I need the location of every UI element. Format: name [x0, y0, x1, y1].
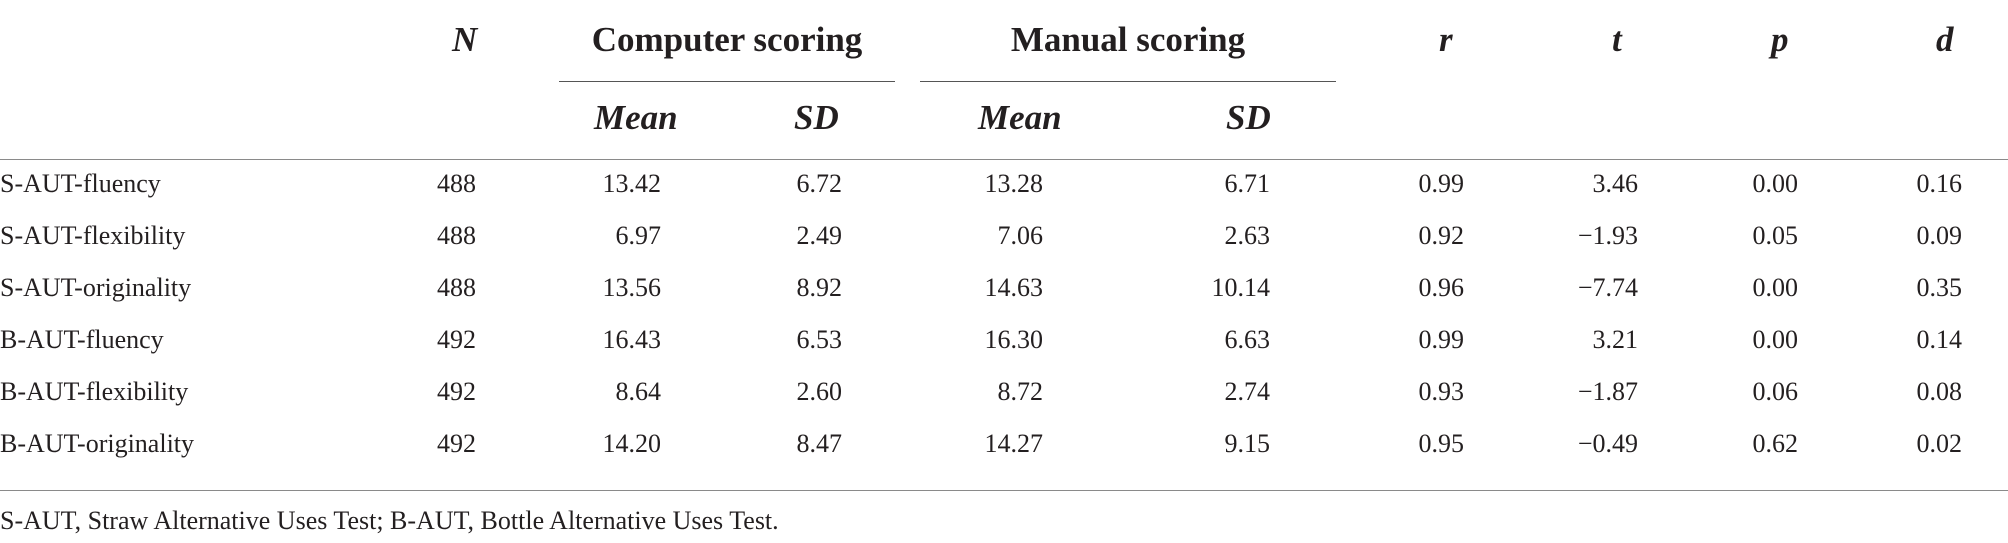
cell-n: 488 — [437, 273, 476, 302]
cell-p: 0.06 — [1752, 377, 1799, 406]
cell-r: 0.92 — [1418, 221, 1465, 250]
cell-p: 0.62 — [1752, 429, 1799, 458]
cell-manual-mean: 16.30 — [984, 325, 1044, 354]
cell-p: 0.05 — [1752, 221, 1799, 250]
cell-computer-mean: 6.97 — [615, 221, 662, 250]
cell-t: −0.49 — [1577, 429, 1638, 458]
cell-computer-sd: 2.49 — [796, 221, 843, 250]
cell-manual-mean: 7.06 — [997, 221, 1044, 250]
header-manual-sd: SD — [1226, 98, 1271, 137]
cell-d: 0.02 — [1916, 429, 1963, 458]
cell-n: 492 — [437, 429, 476, 458]
cell-manual-sd: 10.14 — [1211, 273, 1271, 302]
cell-manual-sd: 6.63 — [1224, 325, 1271, 354]
cell-n: 488 — [437, 169, 476, 198]
cell-manual-mean: 14.27 — [984, 429, 1044, 458]
header-manual-scoring: Manual scoring — [1010, 20, 1246, 59]
cell-d: 0.16 — [1916, 169, 1963, 198]
cell-computer-sd: 2.60 — [796, 377, 843, 406]
cell-t: 3.21 — [1592, 325, 1639, 354]
cell-manual-sd: 6.71 — [1224, 169, 1271, 198]
header-t: t — [1612, 20, 1622, 59]
header-manual-mean: Mean — [978, 98, 1062, 137]
table-bottom-rule — [0, 490, 2008, 491]
cell-computer-mean: 14.20 — [602, 429, 662, 458]
cell-manual-mean: 8.72 — [997, 377, 1044, 406]
cell-d: 0.14 — [1916, 325, 1963, 354]
computer-scoring-underline — [559, 81, 895, 82]
row-label: B-AUT-fluency — [0, 325, 164, 354]
cell-t: 3.46 — [1592, 169, 1639, 198]
header-d: d — [1936, 20, 1954, 59]
row-label: S-AUT-originality — [0, 273, 192, 302]
cell-computer-mean: 8.64 — [615, 377, 662, 406]
cell-r: 0.99 — [1418, 325, 1465, 354]
header-computer-sd: SD — [794, 98, 839, 137]
cell-d: 0.35 — [1916, 273, 1963, 302]
cell-r: 0.95 — [1418, 429, 1465, 458]
cell-manual-sd: 2.74 — [1224, 377, 1271, 406]
row-label: S-AUT-fluency — [0, 169, 161, 198]
header-n: N — [452, 20, 478, 59]
cell-computer-sd: 6.72 — [796, 169, 843, 198]
row-label: B-AUT-flexibility — [0, 377, 189, 406]
cell-computer-mean: 13.56 — [602, 273, 662, 302]
row-label: B-AUT-originality — [0, 429, 195, 458]
cell-n: 492 — [437, 325, 476, 354]
manual-scoring-underline — [920, 81, 1336, 82]
cell-manual-sd: 2.63 — [1224, 221, 1271, 250]
cell-t: −1.87 — [1577, 377, 1638, 406]
cell-p: 0.00 — [1752, 325, 1799, 354]
header-r: r — [1439, 20, 1453, 59]
cell-r: 0.96 — [1418, 273, 1465, 302]
header-p: p — [1771, 20, 1789, 59]
row-label: S-AUT-flexibility — [0, 221, 186, 250]
cell-d: 0.08 — [1916, 377, 1963, 406]
cell-d: 0.09 — [1916, 221, 1963, 250]
cell-computer-sd: 8.92 — [796, 273, 843, 302]
cell-computer-mean: 13.42 — [602, 169, 662, 198]
cell-computer-sd: 6.53 — [796, 325, 843, 354]
cell-p: 0.00 — [1752, 169, 1799, 198]
header-computer-scoring: Computer scoring — [591, 20, 863, 59]
cell-p: 0.00 — [1752, 273, 1799, 302]
header-rule — [0, 159, 2008, 160]
cell-t: −7.74 — [1577, 273, 1638, 302]
cell-r: 0.93 — [1418, 377, 1465, 406]
cell-manual-mean: 13.28 — [984, 169, 1044, 198]
cell-computer-sd: 8.47 — [796, 429, 843, 458]
cell-n: 492 — [437, 377, 476, 406]
cell-computer-mean: 16.43 — [602, 325, 662, 354]
cell-manual-mean: 14.63 — [984, 273, 1044, 302]
cell-n: 488 — [437, 221, 476, 250]
cell-manual-sd: 9.15 — [1224, 429, 1271, 458]
cell-t: −1.93 — [1577, 221, 1638, 250]
table-footnote: S-AUT, Straw Alternative Uses Test; B-AU… — [0, 506, 779, 535]
header-computer-mean: Mean — [594, 98, 678, 137]
cell-r: 0.99 — [1418, 169, 1465, 198]
